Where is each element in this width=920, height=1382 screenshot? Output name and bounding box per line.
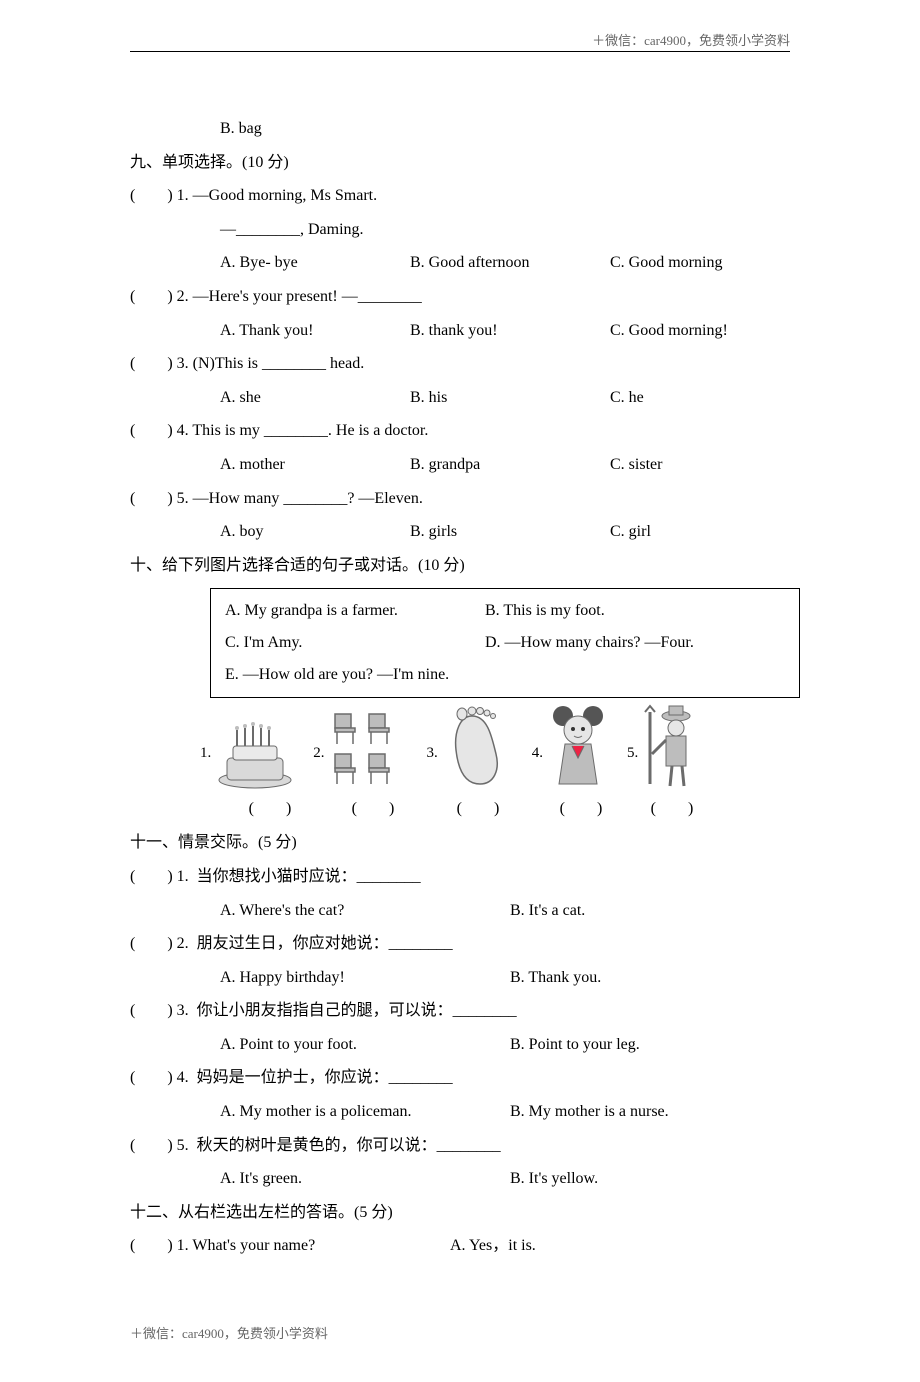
q11-1-b: B. It's a cat. <box>510 894 790 928</box>
q11-4-b: B. My mother is a nurse. <box>510 1095 790 1129</box>
q12-1-left: ( ) 1. What's your name? <box>130 1229 450 1263</box>
q9-5-prompt: ( ) 5. —How many ________? —Eleven. <box>130 482 790 516</box>
q11-4-a: A. My mother is a policeman. <box>220 1095 510 1129</box>
box-b: B. This is my foot. <box>485 595 785 627</box>
q9-5-b: B. girls <box>410 515 610 549</box>
blank-2: ( ) <box>320 794 426 818</box>
blank-5: ( ) <box>632 794 712 818</box>
orphan-option: B. bag <box>130 112 790 146</box>
q9-2-b: B. thank you! <box>410 314 610 348</box>
pic-num-1: 1. <box>200 745 211 790</box>
q11-2-prompt: ( ) 2. 朋友过生日，你应对她说：________ <box>130 927 790 961</box>
q9-2-a: A. Thank you! <box>220 314 410 348</box>
q11-1-prompt: ( ) 1. 当你想找小猫时应说：________ <box>130 860 790 894</box>
q9-3-b: B. his <box>410 381 610 415</box>
section-10-title: 十、给下列图片选择合适的句子或对话。(10 分) <box>130 549 790 583</box>
q11-2-a: A. Happy birthday! <box>220 961 510 995</box>
q9-1-b: B. Good afternoon <box>410 246 610 280</box>
pic-num-5: 5. <box>627 745 638 790</box>
page-footer: ＋微信：car4900，免费领小学资料 <box>130 1323 790 1342</box>
blank-4: ( ) <box>530 794 632 818</box>
pic-num-3: 3. <box>427 745 438 790</box>
section-9-title: 九、单项选择。(10 分) <box>130 146 790 180</box>
box-e: E. —How old are you? —I'm nine. <box>225 659 785 691</box>
q9-1-a: A. Bye- bye <box>220 246 410 280</box>
q9-4-a: A. mother <box>220 448 410 482</box>
q9-1-c: C. Good morning <box>610 246 790 280</box>
q12-1-right: A. Yes，it is. <box>450 1229 790 1263</box>
q9-3-a: A. she <box>220 381 410 415</box>
cake-icon <box>215 718 295 790</box>
q9-1-prompt: ( ) 1. —Good morning, Ms Smart. <box>130 179 790 213</box>
blank-3: ( ) <box>426 794 530 818</box>
answer-box: A. My grandpa is a farmer. B. This is my… <box>210 588 800 698</box>
section-11-title: 十一、情景交际。(5 分) <box>130 826 790 860</box>
q9-1-prompt2: —________, Daming. <box>130 213 790 247</box>
q9-4-c: C. sister <box>610 448 790 482</box>
q11-3-b: B. Point to your leg. <box>510 1028 790 1062</box>
foot-icon <box>442 706 514 790</box>
q11-5-a: A. It's green. <box>220 1162 510 1196</box>
q9-2-prompt: ( ) 2. —Here's your present! —________ <box>130 280 790 314</box>
q9-2-c: C. Good morning! <box>610 314 790 348</box>
pic-num-2: 2. <box>313 745 324 790</box>
q11-4-prompt: ( ) 4. 妈妈是一位护士，你应说：________ <box>130 1061 790 1095</box>
q9-4-b: B. grandpa <box>410 448 610 482</box>
box-c: C. I'm Amy. <box>225 627 485 659</box>
q11-5-b: B. It's yellow. <box>510 1162 790 1196</box>
q11-3-prompt: ( ) 3. 你让小朋友指指自己的腿，可以说：________ <box>130 994 790 1028</box>
q9-5-c: C. girl <box>610 515 790 549</box>
q11-3-a: A. Point to your foot. <box>220 1028 510 1062</box>
box-a: A. My grandpa is a farmer. <box>225 595 485 627</box>
q11-2-b: B. Thank you. <box>510 961 790 995</box>
girl-icon <box>547 704 609 790</box>
picture-blanks: ( ) ( ) ( ) ( ) ( ) <box>130 794 790 818</box>
blank-1: ( ) <box>220 794 320 818</box>
farmer-icon <box>642 704 698 790</box>
picture-row: 1. 2. <box>130 704 790 790</box>
page-header: ＋微信：car4900，免费领小学资料 <box>130 30 790 52</box>
q9-3-c: C. he <box>610 381 790 415</box>
pic-num-4: 4. <box>532 745 543 790</box>
q11-5-prompt: ( ) 5. 秋天的树叶是黄色的，你可以说：________ <box>130 1129 790 1163</box>
q9-5-a: A. boy <box>220 515 410 549</box>
section-12-title: 十二、从右栏选出左栏的答语。(5 分) <box>130 1196 790 1230</box>
q9-3-prompt: ( ) 3. (N)This is ________ head. <box>130 347 790 381</box>
box-d: D. —How many chairs? —Four. <box>485 627 785 659</box>
q9-4-prompt: ( ) 4. This is my ________. He is a doct… <box>130 414 790 448</box>
q11-1-a: A. Where's the cat? <box>220 894 510 928</box>
chairs-icon <box>329 710 409 790</box>
